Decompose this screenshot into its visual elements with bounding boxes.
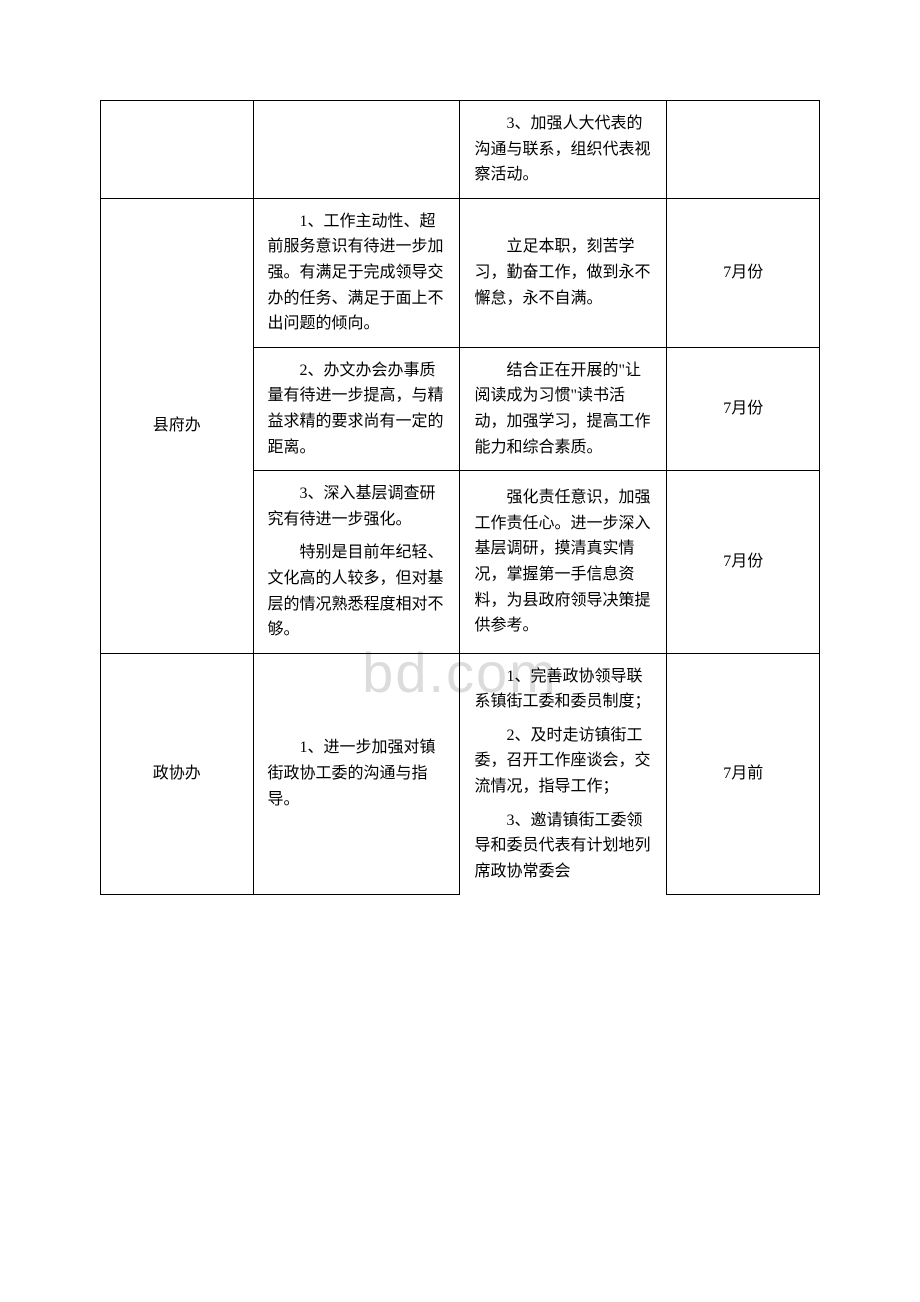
time-cell	[667, 101, 820, 199]
time-cell: 7月前	[667, 653, 820, 894]
dept-cell: 县府办	[101, 198, 254, 653]
issue-cell	[253, 101, 460, 199]
dept-cell	[101, 101, 254, 199]
measure-text: 1、完善政协领导联系镇街工委和委员制度；	[474, 664, 652, 715]
measure-text: 强化责任意识，加强工作责任心。进一步深入基层调研，摸清真实情况，掌握第一手信息资…	[474, 485, 652, 639]
measure-text: 2、及时走访镇街工委，召开工作座谈会，交流情况，指导工作；	[474, 723, 652, 800]
measure-text: 3、加强人大代表的沟通与联系，组织代表视察活动。	[474, 111, 652, 188]
measure-cell: 结合正在开展的"让阅读成为习惯"读书活动，加强学习，提高工作能力和综合素质。	[460, 347, 667, 470]
rectification-table: 3、加强人大代表的沟通与联系，组织代表视察活动。 县府办 1、工作主动性、超前服…	[100, 100, 820, 895]
issue-text: 3、深入基层调查研究有待进一步强化。	[268, 481, 446, 532]
measure-text: 立足本职，刻苦学习，勤奋工作，做到永不懈怠，永不自满。	[474, 234, 652, 311]
issue-text: 2、办文办会办事质量有待进一步提高，与精益求精的要求尚有一定的距离。	[268, 358, 446, 460]
measure-cell: 立足本职，刻苦学习，勤奋工作，做到永不懈怠，永不自满。	[460, 198, 667, 347]
table-row: 县府办 1、工作主动性、超前服务意识有待进一步加强。有满足于完成领导交办的任务、…	[101, 198, 820, 347]
issue-cell: 3、深入基层调查研究有待进一步强化。 特别是目前年纪轻、文化高的人较多，但对基层…	[253, 471, 460, 654]
measure-cell: 强化责任意识，加强工作责任心。进一步深入基层调研，摸清真实情况，掌握第一手信息资…	[460, 471, 667, 654]
measure-text: 结合正在开展的"让阅读成为习惯"读书活动，加强学习，提高工作能力和综合素质。	[474, 358, 652, 460]
time-cell: 7月份	[667, 347, 820, 470]
measure-text: 3、邀请镇街工委领导和委员代表有计划地列席政协常委会	[474, 808, 652, 885]
issue-text: 1、工作主动性、超前服务意识有待进一步加强。有满足于完成领导交办的任务、满足于面…	[268, 209, 446, 337]
issue-text: 1、进一步加强对镇街政协工委的沟通与指导。	[268, 735, 446, 812]
dept-cell: 政协办	[101, 653, 254, 894]
issue-text: 特别是目前年纪轻、文化高的人较多，但对基层的情况熟悉程度相对不够。	[268, 540, 446, 642]
issue-cell: 1、工作主动性、超前服务意识有待进一步加强。有满足于完成领导交办的任务、满足于面…	[253, 198, 460, 347]
table-row: 3、加强人大代表的沟通与联系，组织代表视察活动。	[101, 101, 820, 199]
time-cell: 7月份	[667, 471, 820, 654]
issue-cell: 1、进一步加强对镇街政协工委的沟通与指导。	[253, 653, 460, 894]
time-cell: 7月份	[667, 198, 820, 347]
table-row: 政协办 1、进一步加强对镇街政协工委的沟通与指导。 1、完善政协领导联系镇街工委…	[101, 653, 820, 894]
measure-cell: 3、加强人大代表的沟通与联系，组织代表视察活动。	[460, 101, 667, 199]
issue-cell: 2、办文办会办事质量有待进一步提高，与精益求精的要求尚有一定的距离。	[253, 347, 460, 470]
measure-cell: 1、完善政协领导联系镇街工委和委员制度； 2、及时走访镇街工委，召开工作座谈会，…	[460, 653, 667, 894]
